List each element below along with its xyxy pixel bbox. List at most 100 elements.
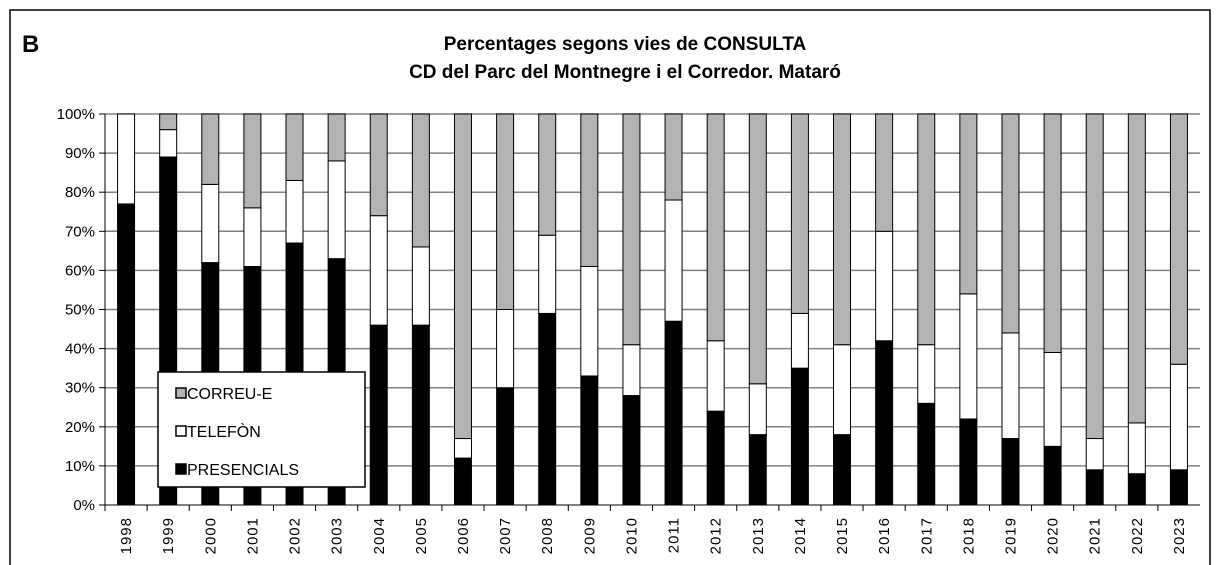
- bar-segment: [1127, 113, 1146, 424]
- bar-segment: [285, 179, 304, 244]
- bar-segment: [117, 113, 136, 205]
- bar-segment: [1043, 113, 1062, 354]
- x-tick-label: 2017: [918, 517, 935, 554]
- y-tick-label: 40%: [65, 341, 95, 358]
- x-tick-label: 2019: [1002, 517, 1019, 554]
- bar-segment: [327, 160, 346, 260]
- bar-segment: [1127, 473, 1146, 506]
- y-tick-label: 30%: [65, 380, 95, 397]
- x-tick-label: 2016: [876, 517, 893, 554]
- bar-segment: [875, 230, 894, 342]
- bar-segment: [875, 113, 894, 232]
- bar-segment: [369, 113, 388, 217]
- x-tick-label: 2001: [244, 517, 261, 554]
- bar-segment: [496, 113, 515, 310]
- bar-segment: [1169, 363, 1188, 471]
- bar-segment: [243, 207, 262, 267]
- bar-segment: [538, 113, 557, 236]
- legend-label: TELEFÒN: [187, 422, 261, 441]
- y-tick-label: 20%: [65, 419, 95, 436]
- bar-segment: [496, 309, 515, 389]
- bar-segment: [706, 113, 725, 342]
- bar-segment: [496, 387, 515, 506]
- bar-segment: [664, 199, 683, 322]
- y-tick-label: 80%: [65, 184, 95, 201]
- legend-swatch: [175, 425, 187, 437]
- bar-segment: [959, 418, 978, 506]
- bar-segment: [875, 340, 894, 506]
- x-tick-label: 2015: [834, 517, 851, 554]
- bar-segment: [201, 183, 220, 264]
- x-tick-label: 2000: [202, 517, 219, 554]
- y-tick-label: 0%: [73, 497, 95, 514]
- bar-segment: [790, 367, 809, 506]
- y-tick-label: 100%: [57, 106, 95, 123]
- bar-segment: [1127, 422, 1146, 475]
- bar-segment: [243, 113, 262, 209]
- bar-segment: [790, 312, 809, 369]
- y-tick-label: 50%: [65, 302, 95, 319]
- legend-swatch: [175, 463, 187, 475]
- bar-segment: [369, 324, 388, 506]
- bar-segment: [833, 113, 852, 346]
- bar-segment: [917, 402, 936, 506]
- bar-segment: [453, 113, 472, 440]
- x-tick-label: 2012: [708, 517, 725, 554]
- x-tick-label: 2003: [329, 517, 346, 554]
- x-tick-label: 2013: [750, 517, 767, 554]
- bar-segment: [411, 324, 430, 506]
- bar-segment: [159, 113, 178, 131]
- x-tick-label: 2023: [1171, 517, 1188, 554]
- bar-segment: [285, 113, 304, 181]
- bar-segment: [411, 246, 430, 326]
- bar-segment: [1001, 438, 1020, 506]
- bar-segment: [1085, 438, 1104, 471]
- bar-segment: [622, 113, 641, 346]
- legend-label: CORREU-E: [187, 386, 272, 403]
- bar-segment: [622, 395, 641, 506]
- x-tick-label: 2021: [1087, 517, 1104, 554]
- x-tick-label: 2022: [1129, 517, 1146, 554]
- bar-segment: [580, 375, 599, 506]
- bar-segment: [1001, 113, 1020, 334]
- bar-segment: [453, 457, 472, 506]
- x-tick-label: 2002: [287, 517, 304, 554]
- legend-label: PRESENCIALS: [187, 462, 299, 479]
- bar-segment: [453, 438, 472, 459]
- bar-segment: [1169, 113, 1188, 365]
- bar-segment: [790, 113, 809, 314]
- x-tick-label: 1998: [118, 517, 135, 554]
- x-tick-label: 2005: [413, 517, 430, 554]
- y-tick-label: 90%: [65, 145, 95, 162]
- bar-segment: [1001, 332, 1020, 440]
- bar-segment: [538, 312, 557, 506]
- bar-segment: [833, 344, 852, 436]
- chart-subtitle: CD del Parc del Montnegre i el Corredor.…: [409, 62, 841, 83]
- bar-segment: [706, 410, 725, 506]
- bar-segment: [917, 344, 936, 404]
- bar-segment: [706, 340, 725, 412]
- bar-segment: [664, 113, 683, 201]
- y-tick-label: 60%: [65, 262, 95, 279]
- bar-segment: [959, 293, 978, 420]
- bar-segment: [201, 113, 220, 185]
- y-tick-label: 70%: [65, 223, 95, 240]
- bar-segment: [959, 113, 978, 295]
- bar-segment: [1043, 352, 1062, 447]
- bar-segment: [1085, 113, 1104, 440]
- bar-segment: [580, 265, 599, 377]
- x-tick-label: 2004: [371, 517, 388, 554]
- bar-segment: [369, 215, 388, 326]
- bar-segment: [917, 113, 936, 346]
- bar-segment: [1043, 445, 1062, 506]
- chart-title: Percentages segons vies de CONSULTA: [444, 34, 807, 55]
- x-tick-label: 2009: [581, 517, 598, 554]
- bar-segment: [538, 234, 557, 314]
- bar-segment: [159, 129, 178, 158]
- bar-segment: [1085, 469, 1104, 506]
- legend-swatch: [175, 387, 187, 399]
- bar-segment: [1169, 469, 1188, 506]
- bar-segment: [117, 203, 136, 506]
- bar-segment: [833, 434, 852, 506]
